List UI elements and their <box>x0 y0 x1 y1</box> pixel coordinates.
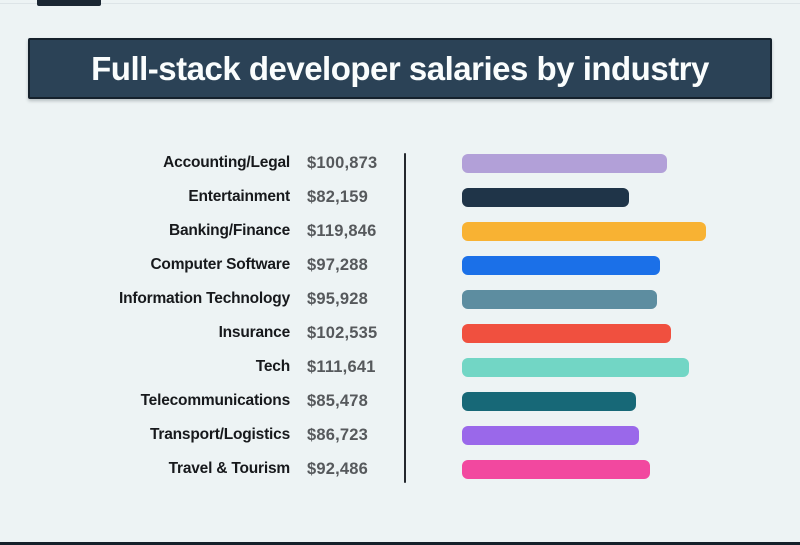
chart-row: Accounting/Legal $100,873 <box>0 146 800 180</box>
bar <box>462 187 629 207</box>
row-value: $86,723 <box>307 425 369 444</box>
row-label: Banking/Finance <box>168 222 290 239</box>
bar-cell <box>433 214 800 248</box>
row-label: Insurance <box>218 324 291 341</box>
row-value: $92,486 <box>307 459 369 478</box>
bar-cell <box>433 248 800 282</box>
chart-row: Travel & Tourism $92,486 <box>0 452 800 486</box>
bar <box>462 391 636 411</box>
bar <box>462 323 671 343</box>
row-label: Computer Software <box>150 256 290 273</box>
top-edge-mark <box>37 0 101 6</box>
chart-title: Full-stack developer salaries by industr… <box>91 49 709 87</box>
bar-cell <box>433 350 800 384</box>
bar-cell <box>433 316 800 350</box>
bottom-edge-line <box>0 542 800 545</box>
row-label: Travel & Tourism <box>168 460 291 477</box>
row-label: Telecommunications <box>140 392 291 409</box>
row-value: $95,928 <box>307 289 369 308</box>
bar-cell <box>433 282 800 316</box>
row-value: $100,873 <box>307 153 378 172</box>
bar-cell <box>433 418 800 452</box>
bar <box>462 255 660 275</box>
chart-row: Tech $111,641 <box>0 350 800 384</box>
row-value: $97,288 <box>307 255 369 274</box>
chart-row: Insurance $102,535 <box>0 316 800 350</box>
bar-cell <box>433 384 800 418</box>
bar <box>462 221 706 241</box>
axis-divider-line <box>404 153 406 483</box>
chart-row: Telecommunications $85,478 <box>0 384 800 418</box>
chart-row: Computer Software $97,288 <box>0 248 800 282</box>
bar <box>462 425 639 445</box>
bar <box>462 153 667 173</box>
bar-cell <box>433 452 800 486</box>
row-value: $85,478 <box>307 391 369 410</box>
title-banner: Full-stack developer salaries by industr… <box>28 38 772 99</box>
row-label: Entertainment <box>188 188 290 205</box>
chart-rows: Accounting/Legal $100,873 Entertainment … <box>0 146 800 486</box>
chart-row: Entertainment $82,159 <box>0 180 800 214</box>
row-label: Information Technology <box>119 290 290 307</box>
row-value: $82,159 <box>307 187 369 206</box>
row-value: $111,641 <box>307 357 376 376</box>
bar-cell <box>433 180 800 214</box>
top-edge-line <box>0 3 800 4</box>
row-label: Accounting/Legal <box>163 154 290 171</box>
row-value: $102,535 <box>307 323 378 342</box>
bar-cell <box>433 146 800 180</box>
bar <box>462 459 650 479</box>
row-value: $119,846 <box>307 221 377 240</box>
bar <box>462 357 689 377</box>
chart-row: Information Technology $95,928 <box>0 282 800 316</box>
bar <box>462 289 657 309</box>
row-label: Transport/Logistics <box>149 426 290 443</box>
chart-row: Transport/Logistics $86,723 <box>0 418 800 452</box>
row-label: Tech <box>255 358 290 375</box>
bar-chart: Accounting/Legal $100,873 Entertainment … <box>0 146 800 486</box>
chart-row: Banking/Finance $119,846 <box>0 214 800 248</box>
